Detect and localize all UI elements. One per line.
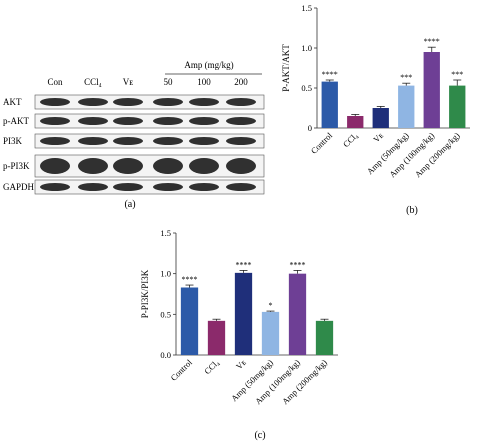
- blot-band: [226, 98, 256, 106]
- y-axis-title: P-AKT/AKT: [281, 44, 291, 92]
- blot-band: [78, 137, 108, 145]
- lane-labels: Con CCl₄ Vᴇ 50 100 200: [47, 77, 248, 87]
- blot-band: [226, 158, 256, 174]
- blot-band: [113, 183, 143, 191]
- bar: [207, 320, 226, 355]
- blot-band: [40, 158, 70, 174]
- chart-p-akt-akt: 0 0.5 1.0 1.5 P-AKT/AKT **** Control CCl₄ Vᴇ *** A…: [281, 3, 470, 216]
- blot-band: [113, 98, 143, 106]
- y-tick-label: 1.5: [301, 3, 312, 13]
- x-tick-label: Control: [168, 357, 194, 383]
- panel-caption: (b): [406, 205, 418, 216]
- blot-band: [40, 117, 70, 125]
- y-axis-title: P-PI3K/PI3K: [140, 269, 150, 318]
- bar: [372, 108, 389, 128]
- y-tick-label: 0: [308, 123, 312, 133]
- amp-group-header: Amp (mg/kg): [184, 60, 233, 70]
- bar: [315, 320, 334, 355]
- chart-p-pi3k-pi3k: 0.00.51.01.5P-PI3K/PI3K ****Control CCl₄**…: [140, 228, 338, 441]
- x-tick-label: CCl₄: [341, 130, 360, 149]
- panel-a-caption: (a): [124, 199, 135, 210]
- lane-label: Con: [47, 77, 63, 87]
- bar: [423, 52, 440, 128]
- blot-band: [78, 117, 108, 125]
- blot-row-label: p-PI3K: [3, 161, 30, 171]
- blot-band: [40, 183, 70, 191]
- blot-band: [153, 158, 183, 174]
- blot-band: [226, 183, 256, 191]
- significance-label: ****: [290, 260, 306, 269]
- bar: [261, 311, 280, 355]
- significance-label: ***: [400, 73, 412, 82]
- y-tick-label: 1.0: [301, 43, 312, 53]
- blot-row-label: AKT: [3, 97, 22, 107]
- blot-band: [40, 98, 70, 106]
- significance-label: ****: [322, 70, 338, 79]
- significance-label: ****: [424, 37, 440, 46]
- blot-band: [78, 158, 108, 174]
- significance-label: ***: [451, 70, 463, 79]
- blot-band: [153, 98, 183, 106]
- significance-label: ****: [236, 260, 252, 269]
- blot-band: [226, 137, 256, 145]
- bar: [288, 273, 307, 355]
- blot-band: [189, 183, 219, 191]
- panel-caption: (c): [254, 430, 265, 441]
- lane-label: CCl₄: [84, 77, 102, 87]
- x-tick-label: Control: [309, 130, 335, 156]
- blot-band: [153, 117, 183, 125]
- blot-row-label: PI3K: [3, 136, 23, 146]
- significance-label: ****: [182, 275, 198, 284]
- blot-band: [78, 183, 108, 191]
- x-tick-label: CCl₄: [202, 357, 221, 376]
- y-tick-label: 0.5: [160, 309, 171, 319]
- blot-row-label: GAPDH: [3, 182, 35, 192]
- bar: [234, 272, 253, 355]
- blot-band: [226, 117, 256, 125]
- y-tick-label: 0.5: [301, 83, 312, 93]
- lane-label: 50: [164, 77, 174, 87]
- blot-band: [113, 137, 143, 145]
- blot-band: [189, 137, 219, 145]
- blot-band: [153, 137, 183, 145]
- blot-band: [40, 137, 70, 145]
- y-tick-label: 0.0: [160, 350, 171, 360]
- bar: [398, 85, 415, 128]
- bar: [180, 287, 199, 355]
- blot-band: [189, 117, 219, 125]
- blot-row-label: p-AKT: [3, 116, 29, 126]
- y-tick-label: 1.5: [160, 228, 171, 238]
- blot-band: [189, 158, 219, 174]
- bar: [347, 116, 364, 128]
- y-tick-label: 1.0: [160, 269, 171, 279]
- blot-band: [78, 98, 108, 106]
- blot-rows: AKT p-AKT PI3K p-PI3K GAPDH: [3, 94, 265, 195]
- blot-band: [153, 183, 183, 191]
- western-blot-panel: Amp (mg/kg) Con CCl₄ Vᴇ 50 100 200 AKT p-AKT PI…: [3, 60, 265, 210]
- x-tick-label: Amp (200mg/kg): [413, 130, 462, 179]
- bar: [449, 85, 466, 128]
- blot-band: [113, 158, 143, 174]
- x-tick-label: Vᴇ: [234, 357, 248, 371]
- x-tick-label: Vᴇ: [371, 130, 385, 144]
- lane-label: Vᴇ: [123, 77, 134, 87]
- bar: [321, 81, 338, 128]
- significance-label: *: [269, 301, 273, 310]
- lane-label: 200: [234, 77, 248, 87]
- lane-label: 100: [197, 77, 211, 87]
- blot-band: [113, 117, 143, 125]
- blot-band: [189, 98, 219, 106]
